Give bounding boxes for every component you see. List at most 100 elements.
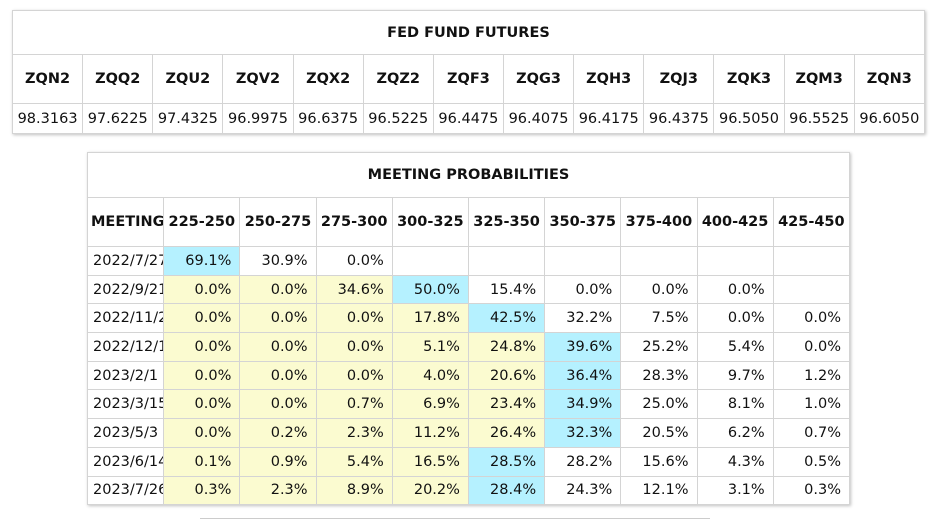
contract-header: ZQN3: [853, 54, 926, 104]
probability-cell: 0.0%: [772, 332, 851, 362]
probability-cell: 9.7%: [696, 360, 774, 391]
probability-cell: 17.8%: [391, 303, 469, 334]
probability-cell: [772, 274, 851, 305]
probability-cell: 3.1%: [696, 475, 774, 506]
probability-cell: 6.2%: [696, 418, 774, 448]
contract-header: ZQX2: [292, 54, 364, 104]
meeting-date: 2022/11/2: [86, 303, 165, 334]
probability-cell: 4.3%: [696, 446, 774, 477]
column-header: 425-450: [772, 197, 851, 247]
probability-cell: 4.0%: [391, 360, 469, 391]
probability-cell: [467, 246, 546, 276]
probability-cell: 0.0%: [239, 332, 317, 362]
probability-cell: 16.5%: [391, 446, 469, 477]
meeting-row: 2023/3/15 0.0% 0.0% 0.7% 6.9% 23.4% 34.9% 25.0%…: [86, 389, 851, 420]
probability-cell: 0.0%: [544, 274, 622, 305]
probability-cell: 0.0%: [315, 303, 393, 334]
contract-price: 96.5225: [362, 103, 434, 134]
probability-cell: 0.0%: [239, 360, 317, 391]
probability-cell: [544, 246, 622, 276]
contract-price: 96.5050: [713, 103, 785, 134]
probabilities-title: MEETING PROBABILITIES: [87, 152, 850, 198]
probability-cell: 8.9%: [315, 475, 393, 506]
probability-cell: 39.6%: [544, 332, 622, 362]
probability-cell: 20.2%: [391, 475, 469, 506]
column-header: 400-425: [696, 197, 774, 247]
contract-header: ZQV2: [222, 54, 294, 104]
futures-header-row: ZQN2 ZQQ2 ZQU2 ZQV2 ZQX2 ZQZ2 ZQF3 ZQG3 ZQH3 ZQJ3…: [11, 54, 926, 104]
contract-price: 96.6375: [292, 103, 364, 134]
probability-cell: [696, 246, 774, 276]
probability-cell: 0.0%: [163, 332, 241, 362]
probabilities-header-row: MEETING DATE225-250250-275275-300300-325…: [86, 197, 851, 247]
meeting-row: 2022/12/140.0%0.0%0.0%5.1%24.8%39.6%25.2…: [86, 332, 851, 362]
contract-header: ZQH3: [573, 54, 645, 104]
probability-cell: 42.5%: [467, 303, 546, 334]
probability-cell: 50.0%: [391, 274, 469, 305]
probability-cell: 28.2%: [544, 446, 622, 477]
futures-table: FED FUND FUTURES ZQN2 ZQQ2 ZQU2 ZQV2 ZQX2 ZQZ…: [11, 10, 926, 134]
column-header: 300-325: [391, 197, 469, 247]
probability-cell: 0.0%: [239, 389, 317, 420]
meeting-date: 2023/2/1: [86, 360, 165, 391]
contract-price: 98.3163: [11, 103, 84, 134]
probability-cell: 32.2%: [544, 303, 622, 334]
meeting-row: 2022/7/27 69.1% 30.9% 0.0%: [86, 246, 851, 276]
meeting-date: 2023/3/15: [86, 389, 165, 420]
probability-cell: 25.0%: [620, 389, 698, 420]
column-header: 375-400: [620, 197, 698, 247]
probability-cell: 0.0%: [163, 389, 241, 420]
probability-cell: 28.3%: [620, 360, 698, 391]
probability-cell: 2.3%: [315, 418, 393, 448]
probability-cell: 0.0%: [772, 303, 851, 334]
contract-price: 97.6225: [82, 103, 154, 134]
contract-price: 96.4475: [432, 103, 504, 134]
probability-cell: 2.3%: [239, 475, 317, 506]
probability-cell: 0.0%: [239, 274, 317, 305]
probability-cell: 20.6%: [467, 360, 546, 391]
probability-cell: 24.8%: [467, 332, 546, 362]
contract-price: 97.4325: [152, 103, 224, 134]
probability-cell: 0.0%: [315, 246, 393, 276]
column-header: 325-350: [467, 197, 546, 247]
contract-header: ZQF3: [432, 54, 504, 104]
probability-cell: 0.0%: [163, 303, 241, 334]
probability-cell: 5.4%: [696, 332, 774, 362]
meeting-row: 2023/7/26 0.3% 2.3% 8.9% 20.2% 28.4% 24.3% 12.1…: [86, 475, 851, 506]
meeting-date: 2022/7/27: [86, 246, 165, 276]
probability-cell: 0.7%: [315, 389, 393, 420]
futures-title: FED FUND FUTURES: [12, 10, 925, 55]
contract-price: 96.5525: [783, 103, 855, 134]
probability-cell: 0.0%: [163, 360, 241, 391]
meeting-date: 2022/12/14: [86, 332, 165, 362]
probability-cell: 0.0%: [620, 274, 698, 305]
probability-cell: 30.9%: [239, 246, 317, 276]
probability-cell: 25.2%: [620, 332, 698, 362]
probability-cell: 6.9%: [391, 389, 469, 420]
probability-cell: 0.0%: [696, 274, 774, 305]
contract-header: ZQM3: [783, 54, 855, 104]
probability-cell: 12.1%: [620, 475, 698, 506]
probability-cell: 15.6%: [620, 446, 698, 477]
probability-cell: 0.0%: [696, 303, 774, 334]
probability-cell: 5.4%: [315, 446, 393, 477]
contract-header: ZQZ2: [362, 54, 434, 104]
meeting-row: 2023/5/3 0.0% 0.2% 2.3% 11.2% 26.4% 32.3% 20.5%…: [86, 418, 851, 448]
contract-header: ZQK3: [713, 54, 785, 104]
probability-cell: 0.2%: [239, 418, 317, 448]
probability-cell: 0.0%: [163, 418, 241, 448]
probability-cell: 32.3%: [544, 418, 622, 448]
probability-cell: 0.3%: [163, 475, 241, 506]
contract-price: 96.9975: [222, 103, 294, 134]
probability-cell: 23.4%: [467, 389, 546, 420]
next-panel-edge: [200, 518, 710, 523]
probability-cell: 7.5%: [620, 303, 698, 334]
probabilities-table: MEETING PROBABILITIES MEETING DATE225-25…: [86, 152, 851, 506]
column-header: 275-300: [315, 197, 393, 247]
meeting-date: 2023/7/26: [86, 475, 165, 506]
probability-cell: 0.0%: [163, 274, 241, 305]
column-header: 350-375: [544, 197, 622, 247]
probability-cell: 0.7%: [772, 418, 851, 448]
probability-cell: 8.1%: [696, 389, 774, 420]
